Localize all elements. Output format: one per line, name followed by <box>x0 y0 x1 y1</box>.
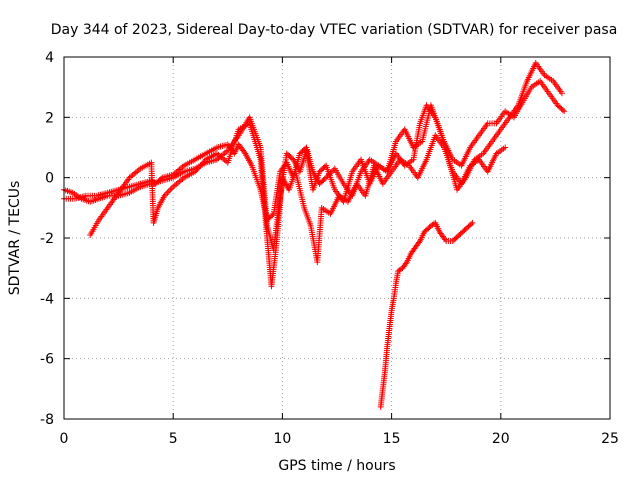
x-tick-label: 5 <box>169 431 178 447</box>
y-tick-label: -6 <box>40 352 54 368</box>
data-point <box>559 107 566 114</box>
chart-title: Day 344 of 2023, Sidereal Day-to-day VTE… <box>51 22 618 38</box>
data-point <box>398 266 405 273</box>
y-tick-label: 0 <box>45 171 54 187</box>
y-axis-label: SDTVAR / TECUs <box>7 181 23 296</box>
series-track-a <box>61 78 568 223</box>
data-point <box>558 90 565 97</box>
data-point <box>469 219 476 226</box>
y-tick-label: -8 <box>40 412 54 428</box>
data-point <box>468 221 475 228</box>
x-tick-label: 20 <box>492 431 510 447</box>
data-point <box>165 188 172 195</box>
series-track-d <box>377 219 476 410</box>
y-tick-label: -4 <box>40 291 54 307</box>
data-point <box>168 185 175 192</box>
y-tick-label: 2 <box>45 110 54 126</box>
data-point <box>269 212 276 219</box>
data-series <box>61 60 568 410</box>
y-tick-label: 4 <box>45 50 54 66</box>
axis-ticks: 0 5 10 15 20 25 -8 -6 -4 -2 0 2 4 <box>40 50 619 447</box>
x-tick-label: 0 <box>60 431 69 447</box>
data-point <box>167 186 174 193</box>
x-tick-label: 15 <box>383 431 401 447</box>
grid-lines <box>64 57 610 419</box>
series-track-c <box>87 120 509 290</box>
y-tick-label: -2 <box>40 231 54 247</box>
x-tick-label: 10 <box>273 431 291 447</box>
x-axis-label: GPS time / hours <box>278 458 395 474</box>
data-point <box>502 144 509 151</box>
data-point <box>561 108 568 115</box>
data-point <box>321 175 328 182</box>
x-tick-label: 25 <box>601 431 619 447</box>
data-point <box>164 189 171 196</box>
